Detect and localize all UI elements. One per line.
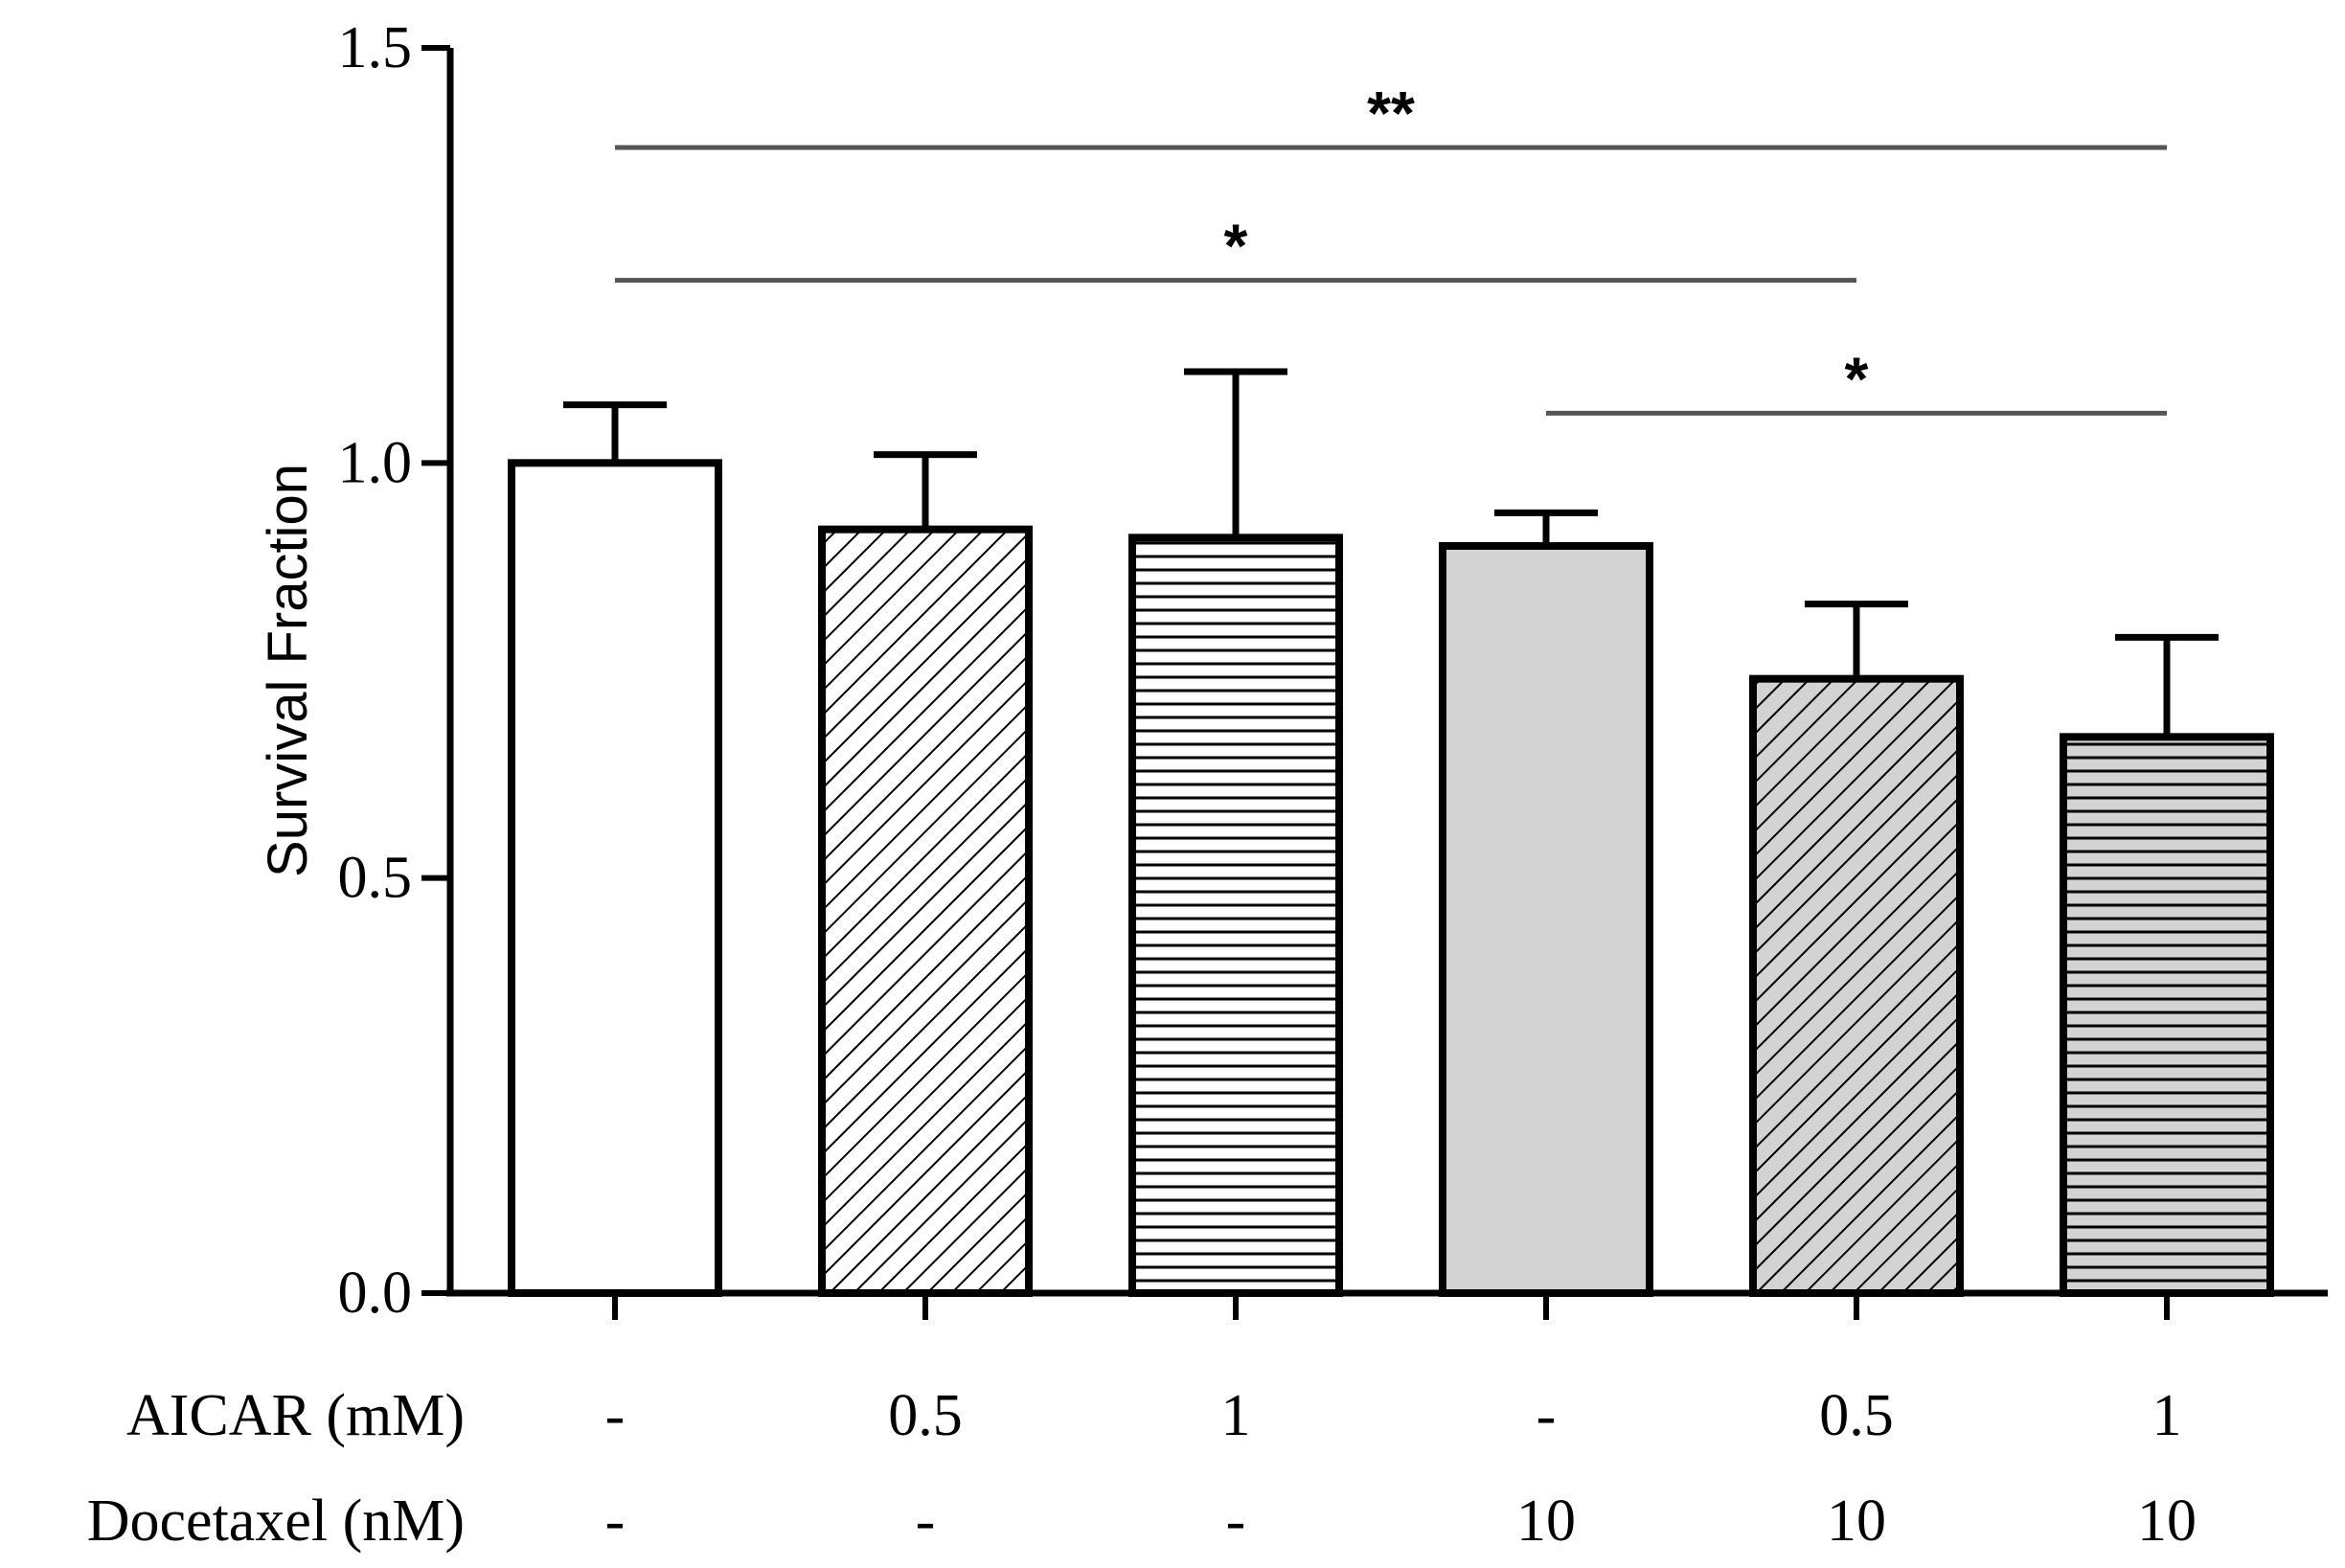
significance-label: * xyxy=(1845,344,1869,413)
significance-annotations: **** xyxy=(615,79,2167,416)
significance-label: * xyxy=(1224,212,1248,281)
aicar-value: 0.5 xyxy=(1819,1383,1894,1448)
aicar-value: 1 xyxy=(1221,1383,1251,1448)
bars xyxy=(508,368,2274,1298)
bar xyxy=(1749,674,1964,1297)
docetaxel-value: 10 xyxy=(1516,1488,1576,1554)
docetaxel-value: - xyxy=(916,1488,936,1554)
significance-label: ** xyxy=(1367,79,1415,148)
row-label-docetaxel: Docetaxel (nM) xyxy=(87,1488,465,1554)
bar xyxy=(818,525,1033,1297)
bar xyxy=(2060,733,2274,1297)
y-tick-label: 0.0 xyxy=(338,1261,413,1326)
y-ticks: 0.0 0.5 1.0 1.5 xyxy=(338,15,450,1326)
bar xyxy=(1128,534,1343,1297)
bar xyxy=(508,459,722,1298)
aicar-value: 0.5 xyxy=(888,1383,963,1448)
y-tick-label: 1.0 xyxy=(338,430,413,495)
bar xyxy=(1439,542,1653,1297)
docetaxel-value: - xyxy=(605,1488,626,1554)
docetaxel-value: - xyxy=(1226,1488,1246,1554)
docetaxel-value: 10 xyxy=(1827,1488,1886,1554)
y-tick-label: 1.5 xyxy=(338,15,413,80)
x-ticks xyxy=(612,1293,2170,1320)
aicar-value: - xyxy=(605,1383,626,1448)
axes xyxy=(446,48,2328,1297)
condition-labels: - - 0.5 - 1 - - 10 0.5 10 1 10 xyxy=(605,1383,2197,1554)
docetaxel-value: 10 xyxy=(2137,1488,2197,1554)
aicar-value: 1 xyxy=(2152,1383,2182,1448)
aicar-value: - xyxy=(1537,1383,1557,1448)
y-axis-label: Survival Fraction xyxy=(257,464,319,877)
row-label-aicar: AICAR (mM) xyxy=(126,1383,465,1448)
y-tick-label: 0.5 xyxy=(338,846,413,911)
